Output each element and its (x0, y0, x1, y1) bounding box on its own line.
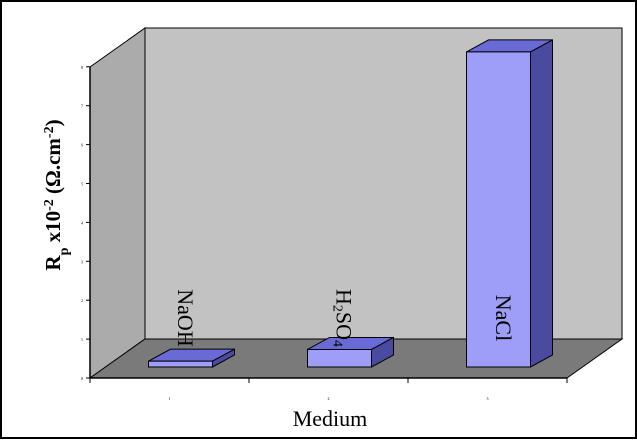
bar (466, 39, 553, 368)
y-tick-label: 2 (81, 298, 83, 303)
x-axis-title: Medium (293, 406, 368, 431)
bar (307, 336, 394, 368)
y-tick-label: 3 (81, 259, 83, 264)
side-wall (89, 27, 146, 379)
bar-front-face (307, 348, 372, 368)
bar (148, 348, 235, 368)
y-axis-title: Rp x10-2 (Ω.cm-2) (41, 119, 72, 270)
y-tick-label: 7 (81, 104, 83, 109)
y-tick-label: 6 (81, 143, 83, 148)
x-tick-label: 2 (328, 396, 330, 401)
x-tick-label: 3 (487, 396, 489, 401)
bar-front-face (148, 360, 213, 368)
y-tick-label: 1 (81, 337, 83, 342)
bar-side-face (530, 39, 553, 368)
x-tick-label: 1 (169, 396, 171, 401)
y-tick-label: 0 (81, 376, 83, 381)
y-tick-label: 4 (81, 220, 83, 225)
bar-label: H2SO4 (330, 289, 358, 347)
bar-label: NaOH (173, 289, 198, 347)
bar-front-face (466, 51, 531, 368)
svg-text:Rp x10-2 (Ω.cm-2): Rp x10-2 (Ω.cm-2) (41, 119, 72, 270)
bar-label: NaCl (491, 295, 516, 341)
y-tick-label: 5 (81, 182, 83, 187)
y-tick-label: 8 (81, 65, 83, 70)
